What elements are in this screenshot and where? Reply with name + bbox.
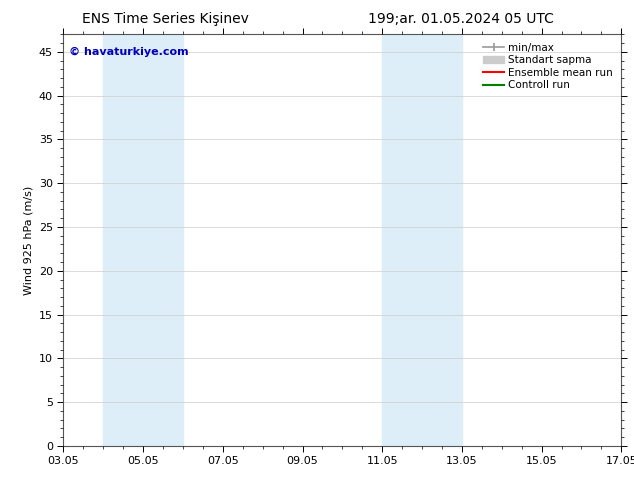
Text: 199;ar. 01.05.2024 05 UTC: 199;ar. 01.05.2024 05 UTC <box>368 12 553 26</box>
Bar <box>382 34 462 446</box>
Text: © havaturkiye.com: © havaturkiye.com <box>69 47 188 57</box>
Bar <box>103 34 183 446</box>
Legend: min/max, Standart sapma, Ensemble mean run, Controll run: min/max, Standart sapma, Ensemble mean r… <box>480 40 616 94</box>
Text: ENS Time Series Kişinev: ENS Time Series Kişinev <box>82 12 249 26</box>
Y-axis label: Wind 925 hPa (m/s): Wind 925 hPa (m/s) <box>23 186 34 294</box>
